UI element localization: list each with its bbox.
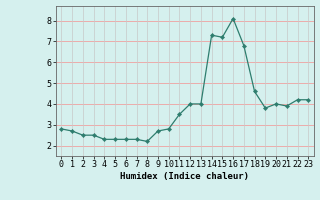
X-axis label: Humidex (Indice chaleur): Humidex (Indice chaleur): [120, 172, 249, 181]
